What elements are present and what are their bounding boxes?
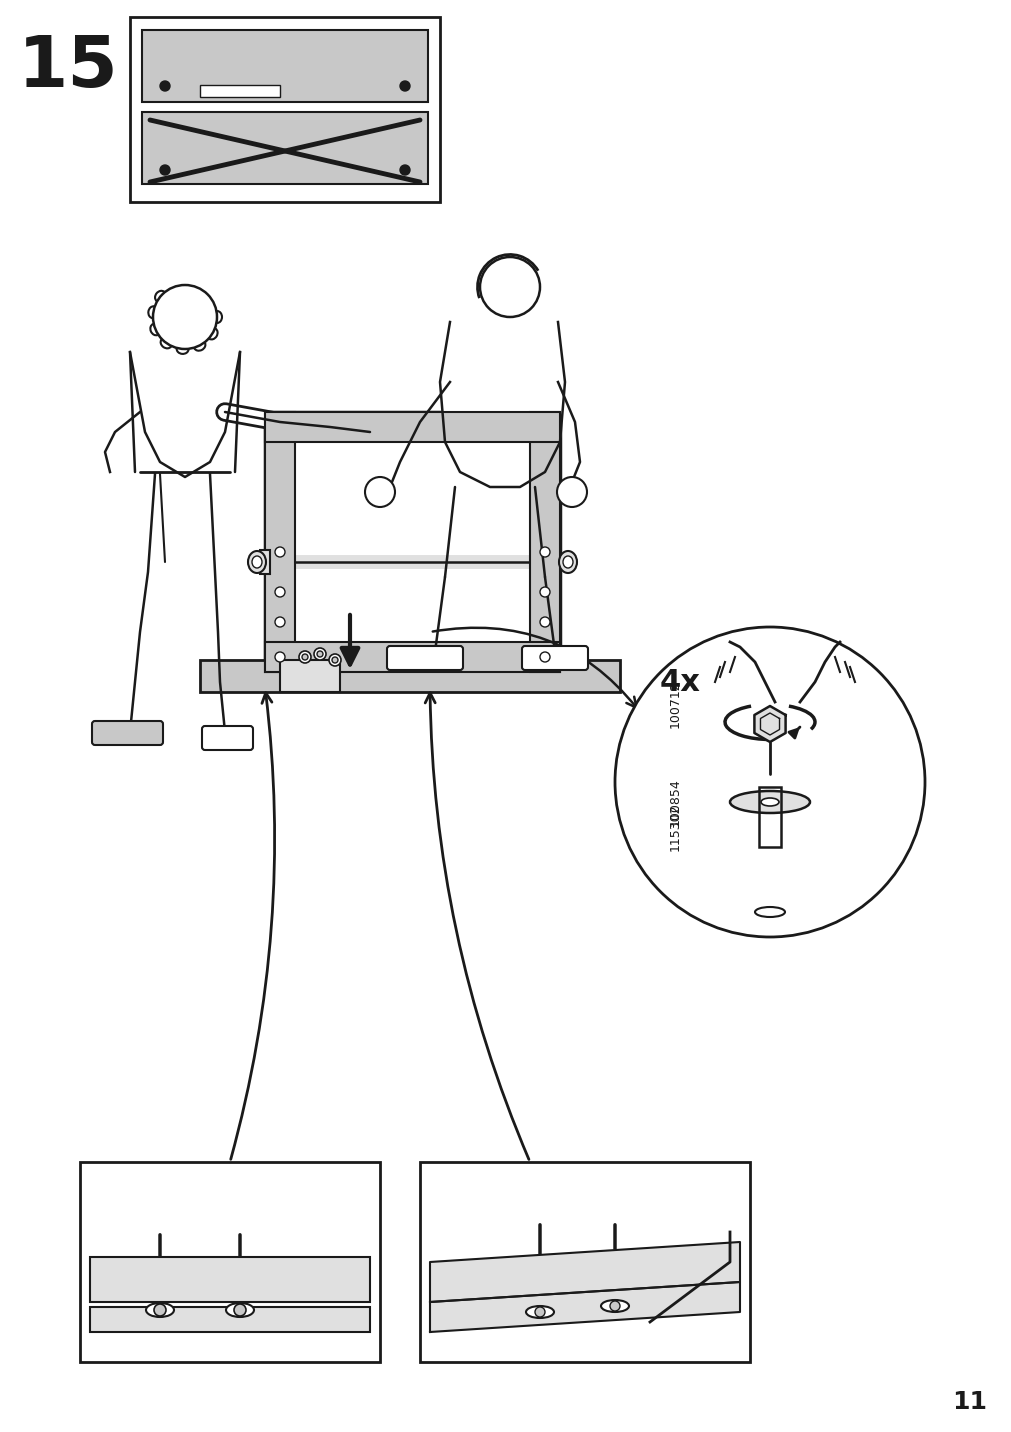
Ellipse shape xyxy=(562,556,572,569)
Ellipse shape xyxy=(754,906,785,916)
Circle shape xyxy=(234,1305,246,1316)
Bar xyxy=(260,550,270,574)
Ellipse shape xyxy=(760,798,778,806)
Ellipse shape xyxy=(526,1306,553,1317)
Circle shape xyxy=(316,652,323,657)
Polygon shape xyxy=(430,1282,739,1332)
FancyBboxPatch shape xyxy=(386,646,463,670)
Bar xyxy=(265,412,295,672)
Ellipse shape xyxy=(729,790,809,813)
Ellipse shape xyxy=(146,1303,174,1317)
Circle shape xyxy=(399,82,409,92)
Bar xyxy=(530,412,559,672)
Bar xyxy=(200,84,280,97)
Circle shape xyxy=(275,652,285,662)
Circle shape xyxy=(332,657,338,663)
Circle shape xyxy=(154,1305,166,1316)
Circle shape xyxy=(329,654,341,666)
Circle shape xyxy=(160,165,170,175)
Ellipse shape xyxy=(558,551,576,573)
Circle shape xyxy=(365,477,394,507)
Ellipse shape xyxy=(225,1303,254,1317)
Circle shape xyxy=(535,1307,545,1317)
Bar xyxy=(420,1161,749,1362)
Bar xyxy=(142,30,428,102)
Circle shape xyxy=(556,477,586,507)
Bar xyxy=(280,660,340,692)
Circle shape xyxy=(275,547,285,557)
FancyBboxPatch shape xyxy=(92,720,163,745)
Ellipse shape xyxy=(252,556,262,569)
Polygon shape xyxy=(430,1242,739,1302)
Circle shape xyxy=(153,285,216,349)
FancyBboxPatch shape xyxy=(522,646,587,670)
FancyBboxPatch shape xyxy=(202,726,253,750)
Bar xyxy=(200,660,620,692)
Circle shape xyxy=(298,652,310,663)
Circle shape xyxy=(301,654,307,660)
Text: 100712: 100712 xyxy=(668,680,680,727)
Bar xyxy=(265,642,559,672)
Bar xyxy=(280,427,545,657)
Text: 4x: 4x xyxy=(659,667,700,696)
Circle shape xyxy=(540,547,549,557)
Text: 100854: 100854 xyxy=(668,778,680,826)
Polygon shape xyxy=(753,706,785,742)
Ellipse shape xyxy=(248,551,266,573)
Bar xyxy=(142,112,428,183)
Text: 15: 15 xyxy=(17,33,118,102)
Circle shape xyxy=(540,617,549,627)
Text: 11: 11 xyxy=(951,1390,987,1413)
Bar xyxy=(129,17,440,202)
Circle shape xyxy=(615,627,924,937)
Circle shape xyxy=(610,1302,620,1312)
Bar xyxy=(758,788,780,846)
Circle shape xyxy=(540,587,549,597)
Circle shape xyxy=(399,165,409,175)
Polygon shape xyxy=(440,322,564,487)
Circle shape xyxy=(160,82,170,92)
Bar xyxy=(80,1161,379,1362)
Bar xyxy=(90,1257,370,1302)
Circle shape xyxy=(275,587,285,597)
Bar xyxy=(265,412,559,672)
Circle shape xyxy=(540,652,549,662)
Circle shape xyxy=(275,617,285,627)
Circle shape xyxy=(313,649,326,660)
Circle shape xyxy=(479,256,540,316)
Text: 115302: 115302 xyxy=(668,803,680,851)
Ellipse shape xyxy=(601,1300,629,1312)
Bar xyxy=(90,1307,370,1332)
Bar xyxy=(265,412,559,442)
